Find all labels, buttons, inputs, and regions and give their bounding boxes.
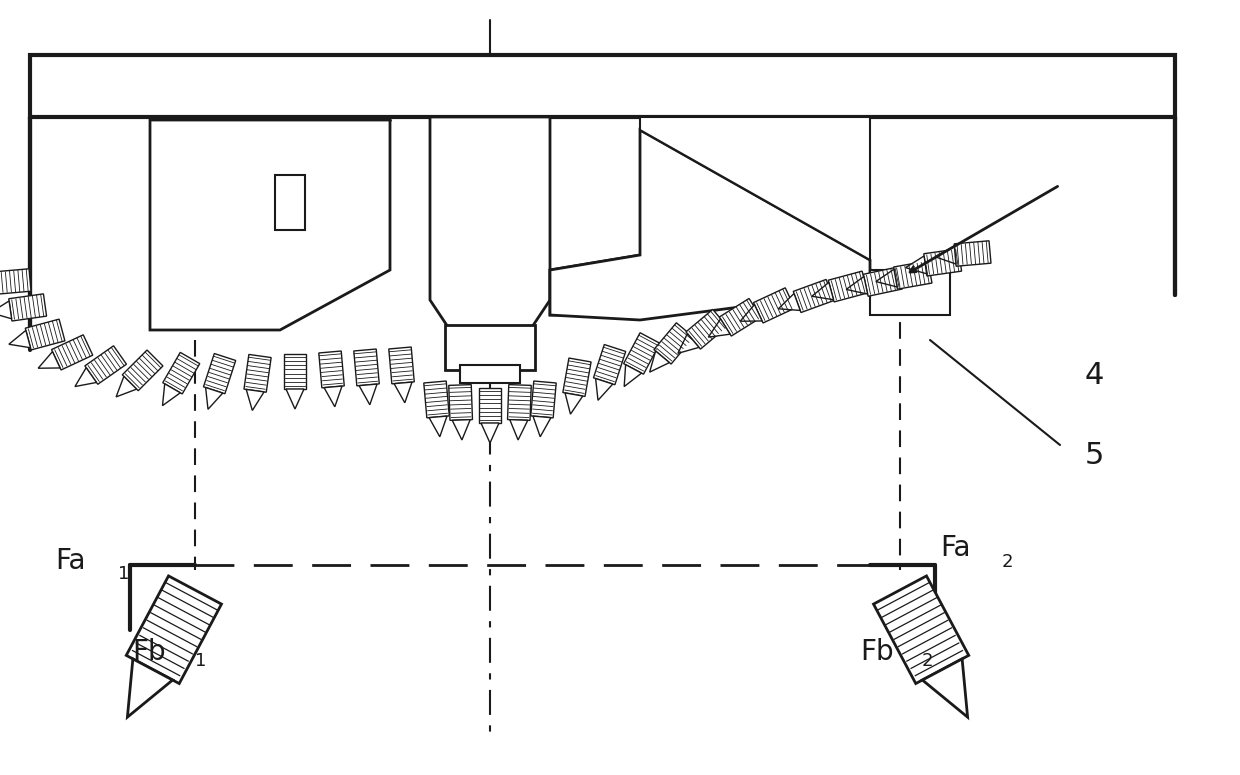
Polygon shape [828, 271, 868, 302]
Polygon shape [686, 309, 727, 349]
Polygon shape [551, 130, 870, 320]
Polygon shape [565, 393, 583, 414]
Polygon shape [873, 576, 968, 684]
Polygon shape [678, 333, 699, 353]
Polygon shape [25, 319, 64, 350]
Polygon shape [846, 277, 868, 294]
Text: Fa: Fa [55, 547, 86, 575]
Polygon shape [754, 288, 795, 323]
Polygon shape [394, 382, 412, 403]
Polygon shape [935, 246, 956, 264]
Polygon shape [38, 352, 60, 368]
Polygon shape [510, 420, 528, 440]
Polygon shape [353, 349, 379, 386]
Polygon shape [894, 261, 932, 289]
Polygon shape [9, 294, 47, 321]
Polygon shape [875, 269, 897, 287]
Polygon shape [52, 335, 93, 370]
Polygon shape [74, 367, 97, 387]
Polygon shape [162, 353, 200, 394]
Polygon shape [905, 256, 926, 274]
Polygon shape [203, 353, 236, 394]
Polygon shape [624, 365, 641, 387]
Polygon shape [150, 120, 391, 330]
Polygon shape [244, 354, 272, 392]
Polygon shape [360, 384, 377, 405]
Polygon shape [740, 305, 763, 322]
Text: 1: 1 [195, 652, 206, 670]
Polygon shape [424, 381, 449, 418]
Bar [445, 325, 534, 370]
Text: Fb: Fb [861, 638, 894, 666]
Polygon shape [9, 330, 31, 348]
Polygon shape [533, 416, 551, 437]
Polygon shape [954, 241, 991, 267]
Polygon shape [84, 346, 126, 384]
Polygon shape [923, 659, 967, 717]
Polygon shape [563, 358, 591, 397]
Bar [870, 270, 950, 315]
Text: Fa: Fa [940, 534, 971, 562]
Polygon shape [126, 576, 222, 684]
Polygon shape [779, 294, 800, 311]
Polygon shape [481, 423, 498, 443]
Text: 5: 5 [1085, 440, 1105, 470]
Polygon shape [206, 388, 223, 409]
Bar [275, 175, 305, 230]
Polygon shape [162, 384, 180, 405]
Polygon shape [863, 267, 903, 296]
Polygon shape [719, 298, 761, 336]
Polygon shape [117, 377, 136, 397]
Polygon shape [594, 345, 626, 384]
Polygon shape [640, 117, 870, 260]
Polygon shape [0, 301, 11, 319]
Polygon shape [653, 322, 693, 364]
Text: Fb: Fb [131, 638, 166, 666]
Polygon shape [429, 416, 446, 437]
Polygon shape [449, 384, 472, 420]
Polygon shape [479, 388, 501, 423]
Polygon shape [0, 269, 31, 294]
Polygon shape [924, 249, 961, 276]
Polygon shape [286, 389, 304, 409]
Polygon shape [708, 319, 730, 337]
Polygon shape [128, 659, 172, 717]
Polygon shape [247, 389, 264, 411]
Polygon shape [650, 351, 670, 372]
Polygon shape [624, 332, 660, 374]
Text: 1: 1 [118, 565, 129, 583]
Polygon shape [123, 350, 162, 391]
Polygon shape [319, 351, 345, 388]
Polygon shape [389, 347, 414, 384]
Polygon shape [507, 384, 531, 420]
Polygon shape [551, 255, 870, 315]
Bar [460, 365, 520, 383]
Polygon shape [430, 117, 551, 330]
Polygon shape [531, 381, 557, 418]
Polygon shape [595, 378, 613, 401]
Text: 4: 4 [1085, 360, 1105, 390]
Bar [30, 55, 1176, 117]
Text: 2: 2 [923, 652, 934, 670]
Polygon shape [284, 354, 306, 389]
Polygon shape [794, 280, 833, 312]
Polygon shape [453, 420, 470, 440]
Text: 2: 2 [1002, 553, 1013, 571]
Polygon shape [812, 282, 833, 300]
Polygon shape [324, 386, 342, 407]
